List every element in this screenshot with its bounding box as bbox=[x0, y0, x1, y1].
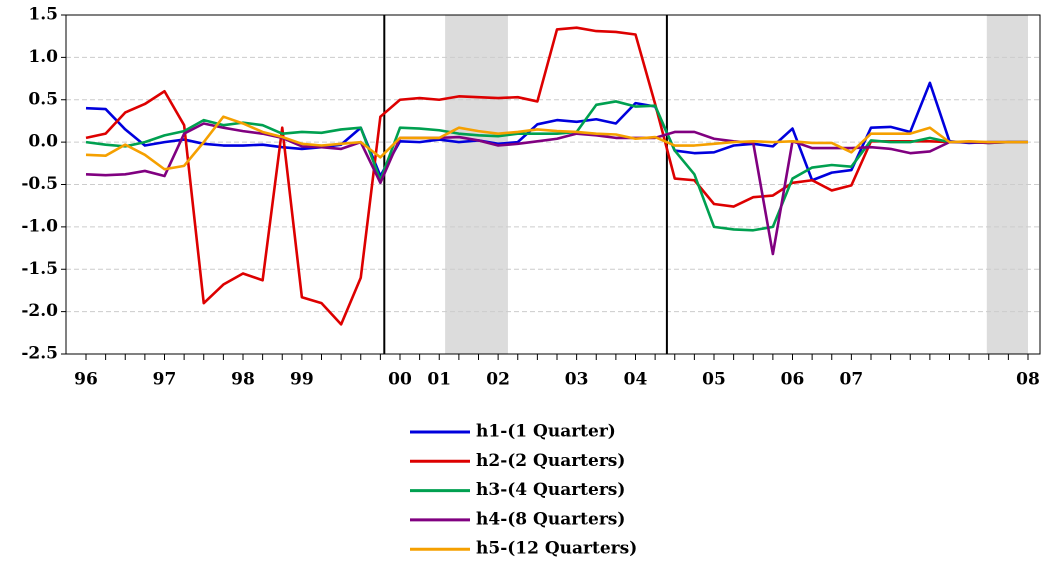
y-tick-label: 0.0 bbox=[28, 132, 58, 152]
x-tick-label: 96 bbox=[74, 370, 98, 390]
legend-label: h2-(2 Quarters) bbox=[476, 451, 625, 471]
x-tick-label: 00 bbox=[388, 370, 412, 390]
x-tick-label: 01 bbox=[427, 370, 451, 390]
legend-label: h1-(1 Quarter) bbox=[476, 422, 616, 442]
x-tick-label: 08 bbox=[1016, 370, 1040, 390]
series-line bbox=[85, 26, 1028, 326]
x-tick-label: 97 bbox=[153, 370, 177, 390]
y-tick-label: -0.5 bbox=[21, 174, 58, 194]
x-tick-label: 05 bbox=[702, 370, 726, 390]
y-tick-label: -1.0 bbox=[21, 216, 58, 236]
x-tick-label: 04 bbox=[624, 370, 648, 390]
x-tick-label: 03 bbox=[565, 370, 589, 390]
y-tick-label: -1.5 bbox=[21, 259, 58, 279]
y-tick-label: -2.5 bbox=[21, 344, 58, 364]
y-tick-label: 1.0 bbox=[28, 47, 58, 67]
legend-label: h4-(8 Quarters) bbox=[476, 509, 625, 529]
y-tick-label: -2.0 bbox=[21, 301, 58, 321]
x-tick-label: 99 bbox=[290, 370, 314, 390]
series-line bbox=[85, 115, 1028, 171]
y-tick-label: 1.5 bbox=[28, 5, 58, 25]
legend-label: h3-(4 Quarters) bbox=[476, 480, 625, 500]
series-line bbox=[85, 122, 1028, 256]
x-tick-label: 98 bbox=[231, 370, 255, 390]
legend-label: h5-(12 Quarters) bbox=[476, 539, 637, 559]
x-tick-label: 02 bbox=[486, 370, 510, 390]
y-tick-label: 0.5 bbox=[28, 89, 58, 109]
x-tick-label: 06 bbox=[781, 370, 805, 390]
series-line bbox=[85, 81, 1028, 182]
x-tick-label: 07 bbox=[840, 370, 864, 390]
plot-frame bbox=[65, 14, 1041, 355]
